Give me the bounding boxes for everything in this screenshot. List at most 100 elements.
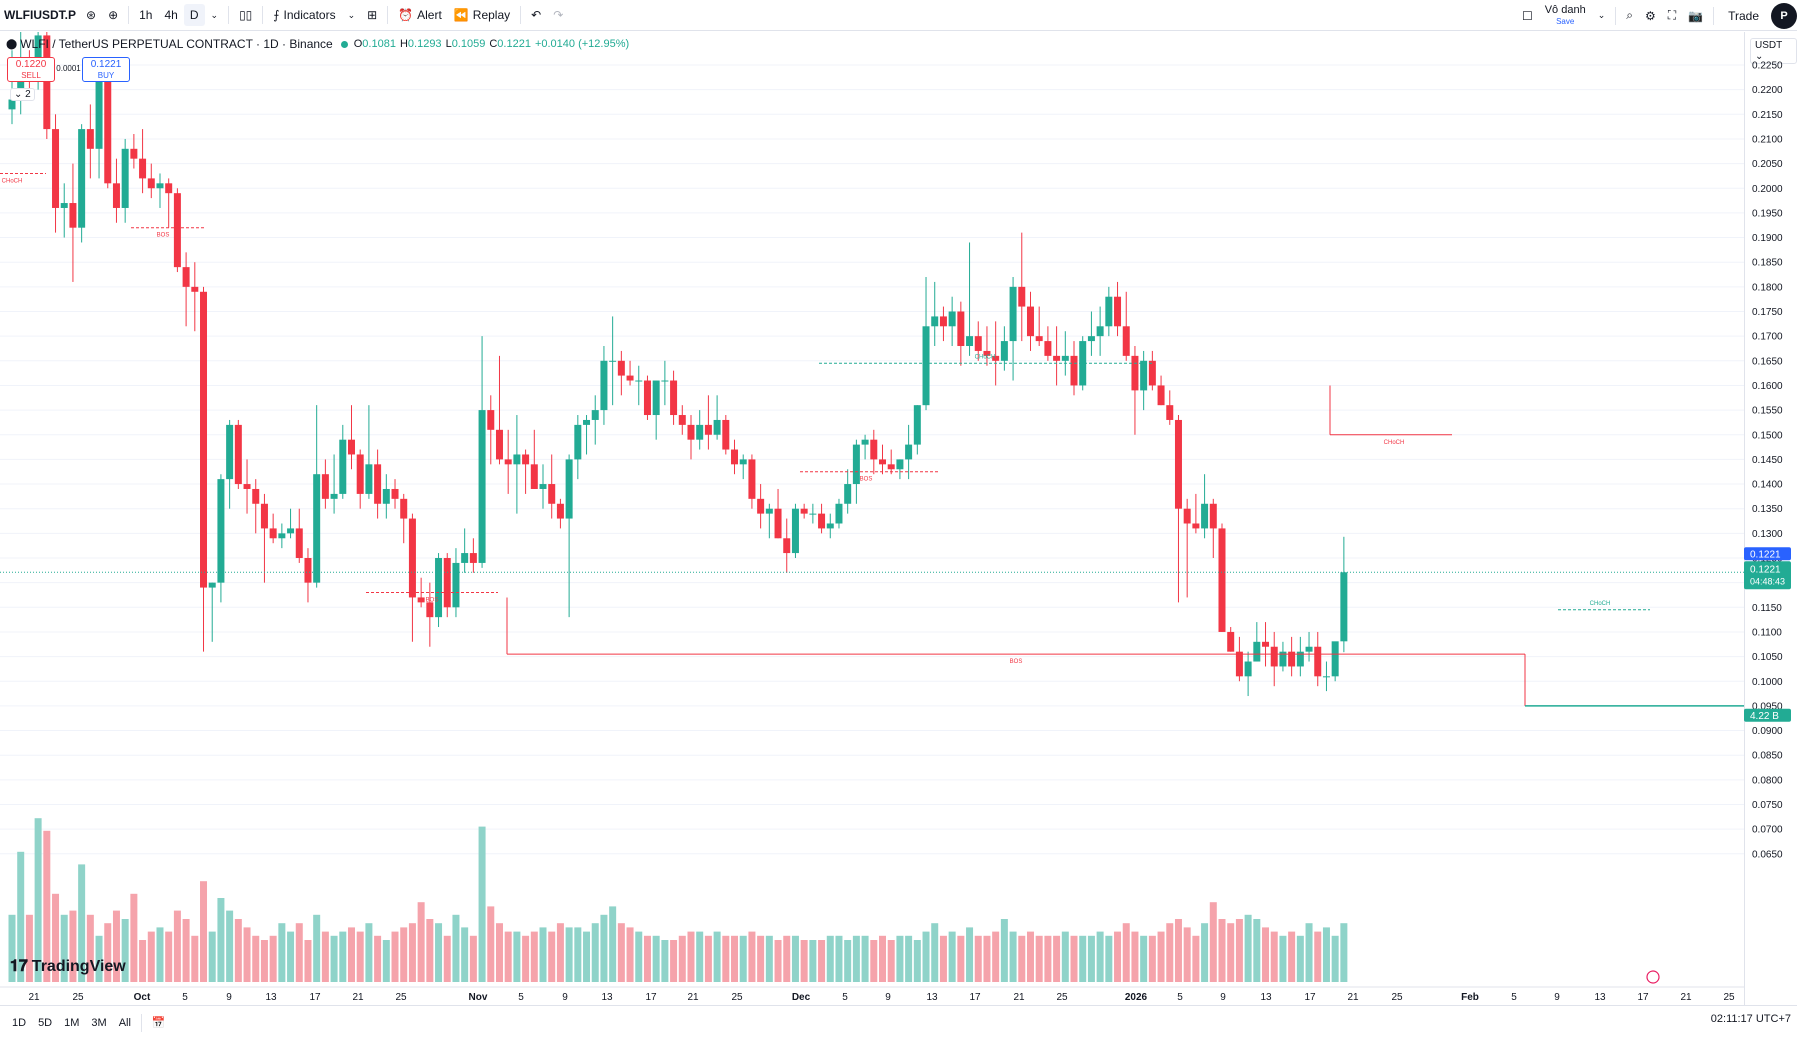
candle-body bbox=[1305, 646, 1313, 652]
timeframe-4h[interactable]: 4h bbox=[164, 8, 178, 22]
chart-pane[interactable]: CHoCH BOS BOS CHoCH BOS CHoCH CHoCH BOS 21 25 Oct 5… bbox=[0, 32, 1797, 1012]
templates-grid-icon[interactable]: ⊞ bbox=[367, 8, 378, 22]
volume-bar bbox=[1305, 923, 1313, 982]
volume-bar bbox=[765, 935, 773, 982]
range-5d[interactable]: 5D bbox=[38, 1016, 53, 1029]
buy-button[interactable]: 0.1221 BUY bbox=[82, 57, 130, 82]
candle-body bbox=[583, 419, 591, 425]
divider bbox=[128, 6, 130, 24]
time-axis-label: Oct bbox=[134, 992, 151, 1003]
candle-body bbox=[217, 479, 225, 583]
candle-body bbox=[208, 582, 216, 588]
fullscreen-icon[interactable]: ⛶ bbox=[1667, 8, 1677, 22]
time-axis-label: 13 bbox=[1260, 992, 1272, 1003]
volume-bar bbox=[1314, 931, 1322, 982]
time-axis-label: 25 bbox=[1391, 992, 1403, 1003]
candle-body bbox=[295, 528, 303, 558]
replay-button[interactable]: ⏪ Replay bbox=[448, 0, 516, 31]
goto-date-calendar-icon[interactable]: 📅 bbox=[151, 1017, 166, 1029]
chart-type-candles-icon[interactable]: ▯▯ bbox=[239, 8, 253, 22]
redo-icon[interactable]: ↷ bbox=[553, 8, 564, 22]
symbol-search-button[interactable]: WLFIUSDT.P bbox=[4, 8, 76, 22]
bos-line-label: BOS bbox=[157, 233, 170, 239]
candle-body bbox=[435, 558, 443, 618]
timeframe-1h[interactable]: 1h bbox=[139, 8, 153, 22]
candle-body bbox=[43, 35, 51, 130]
volume-bar bbox=[278, 923, 286, 982]
volume-bar bbox=[200, 881, 208, 982]
candle-body bbox=[304, 558, 312, 583]
volume-bar bbox=[347, 927, 355, 982]
trade-button[interactable]: Trade bbox=[1728, 8, 1759, 23]
indicators-button[interactable]: ⨍ Indicators bbox=[267, 0, 341, 31]
volume-bar bbox=[583, 931, 591, 982]
timeframe-d[interactable]: D bbox=[183, 4, 205, 26]
time-axis-label: 2026 bbox=[1125, 992, 1148, 1003]
clock-readout[interactable]: 02:11:17 UTC+7 bbox=[1710, 1013, 1791, 1025]
volume-bar bbox=[539, 927, 547, 982]
volume-bar bbox=[269, 935, 277, 982]
price-scale-label: 0.1150 bbox=[1752, 603, 1782, 614]
time-axis-label: 9 bbox=[885, 992, 891, 1003]
time-axis-label: 13 bbox=[1594, 992, 1606, 1003]
legend-close-value: 0.1221 bbox=[497, 38, 531, 50]
range-3m[interactable]: 3M bbox=[91, 1016, 107, 1029]
time-axis-label: 17 bbox=[1637, 992, 1649, 1003]
timeframe-dropdown-chevron-icon[interactable]: ⌄ bbox=[210, 9, 219, 20]
volume-bar bbox=[1105, 935, 1113, 982]
add-symbol-icon[interactable]: ⊕ bbox=[108, 8, 119, 22]
currency-label: USDT bbox=[1755, 40, 1783, 51]
candle-body bbox=[182, 267, 190, 287]
candle-body bbox=[356, 454, 364, 494]
volume-bar bbox=[783, 935, 791, 982]
settings-gear-icon[interactable]: ⚙ bbox=[1644, 8, 1656, 23]
volume-bar bbox=[609, 906, 617, 982]
candle-body bbox=[1183, 508, 1191, 524]
compare-symbol-icon[interactable]: ⊛ bbox=[86, 8, 97, 22]
candle-body bbox=[1270, 646, 1278, 667]
collapse-indicators-button[interactable]: ⌄ 2 bbox=[10, 88, 35, 101]
range-all[interactable]: All bbox=[118, 1016, 131, 1029]
candle-body bbox=[791, 508, 799, 554]
candle-body bbox=[548, 484, 556, 504]
volume-bar bbox=[173, 910, 181, 982]
price-scale-label: 0.0650 bbox=[1752, 849, 1783, 860]
screenshot-camera-icon[interactable]: 📷 bbox=[1688, 8, 1704, 23]
time-axis-label: 21 bbox=[352, 992, 364, 1003]
volume-bar bbox=[722, 935, 730, 982]
time-axis-label: 5 bbox=[1511, 992, 1517, 1003]
candle-body bbox=[1218, 528, 1226, 632]
time-axis-label: 17 bbox=[645, 992, 657, 1003]
bos-line-label: BOS bbox=[860, 477, 873, 483]
candle-body bbox=[748, 459, 756, 499]
legend-title[interactable]: WLFI / TetherUS PERPETUAL CONTRACT · 1D … bbox=[20, 37, 333, 51]
bos-line-label: BOS bbox=[1010, 659, 1023, 665]
indicators-dropdown-chevron-icon[interactable]: ⌄ bbox=[347, 9, 356, 20]
candle-body bbox=[226, 424, 234, 480]
volume-bar bbox=[661, 940, 669, 982]
volume-bar bbox=[791, 935, 799, 982]
candle-body bbox=[539, 484, 547, 489]
user-avatar[interactable]: P bbox=[1771, 2, 1797, 29]
candle-body bbox=[913, 405, 921, 445]
volume-bar bbox=[17, 851, 25, 982]
alert-button[interactable]: ⏰ Alert bbox=[392, 0, 448, 31]
layout-dropdown-chevron-icon[interactable]: ⌄ bbox=[1597, 10, 1606, 20]
candle-body bbox=[1174, 419, 1182, 509]
tradingview-logo[interactable]: 𝟏𝟕 TradingView bbox=[10, 958, 126, 976]
range-1m[interactable]: 1M bbox=[64, 1016, 80, 1029]
currency-chevron-down-icon: ⌄ bbox=[1755, 51, 1764, 62]
volume-bar bbox=[974, 935, 982, 982]
volume-bar bbox=[260, 940, 268, 982]
volume-badge-label: 4.22 B bbox=[1750, 711, 1779, 722]
quick-search-icon[interactable]: ⌕ bbox=[1626, 8, 1633, 22]
undo-icon[interactable]: ↶ bbox=[531, 8, 542, 22]
candle-body bbox=[643, 380, 651, 416]
sell-button[interactable]: 0.1220 SELL bbox=[7, 57, 55, 82]
layout-checkbox-icon[interactable]: ☐ bbox=[1521, 8, 1533, 23]
buy-label: BUY bbox=[97, 71, 115, 80]
range-1d[interactable]: 1D bbox=[12, 1016, 27, 1029]
price-scale[interactable] bbox=[1744, 32, 1797, 1012]
save-layout-button[interactable]: Vô danh Save bbox=[1539, 4, 1592, 27]
